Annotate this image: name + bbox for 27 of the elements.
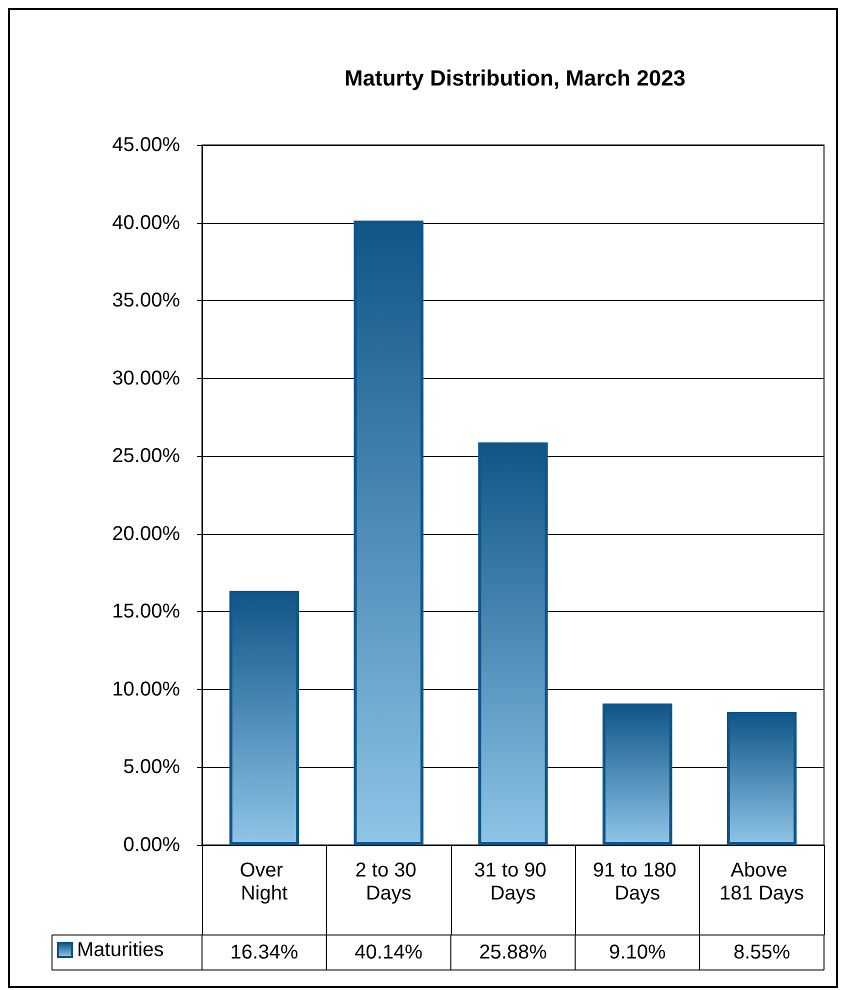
x-tick-label: Above 181 Days xyxy=(720,860,804,904)
data-label: 40.14% xyxy=(354,942,423,964)
y-tick-label: 35.00% xyxy=(112,290,180,312)
x-tick-label: 2 to 30 Days xyxy=(355,860,422,904)
x-tick-label: 91 to 180 Days xyxy=(592,860,682,904)
data-label: 9.10% xyxy=(609,942,666,964)
y-tick-label: 45.00% xyxy=(112,134,180,156)
y-tick-label: 40.00% xyxy=(112,212,180,234)
bar xyxy=(726,712,797,845)
x-tick-label: Over Night xyxy=(240,860,289,904)
y-tick-label: 5.00% xyxy=(123,756,180,778)
y-tick-label: 15.00% xyxy=(112,600,180,623)
data-label: 8.55% xyxy=(733,942,790,964)
y-tick-label: 20.00% xyxy=(112,522,180,545)
y-tick-label: 10.00% xyxy=(112,678,180,700)
legend-label: Maturities xyxy=(77,939,164,961)
x-tick-label: 31 to 90 Days xyxy=(474,860,552,904)
bar xyxy=(478,442,548,845)
y-tick-label: 30.00% xyxy=(112,367,180,390)
data-label: 16.34% xyxy=(230,942,298,964)
y-tick-label: 0.00% xyxy=(123,834,180,856)
bar xyxy=(229,590,300,845)
bar xyxy=(602,703,672,845)
data-label: 25.88% xyxy=(479,942,548,964)
bar xyxy=(354,220,424,845)
y-tick-label: 25.00% xyxy=(112,445,180,468)
chart-title: Maturty Distribution, March 2023 xyxy=(344,66,686,90)
